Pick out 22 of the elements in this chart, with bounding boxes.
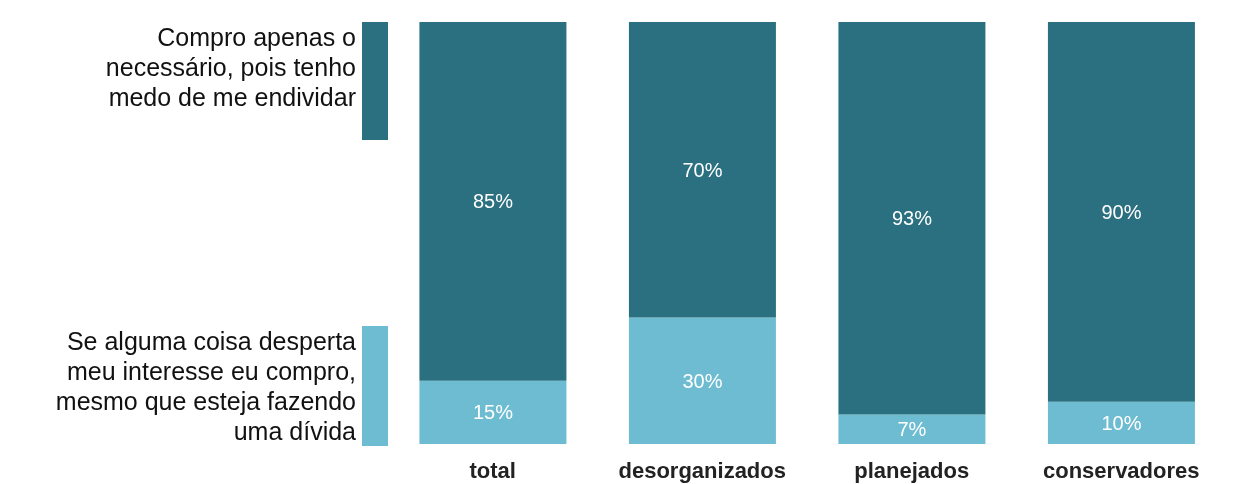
- bar: [1047, 401, 1195, 444]
- bar: [838, 22, 986, 415]
- data-label: 30%: [682, 369, 723, 392]
- x-tick-label: desorganizados: [618, 457, 786, 483]
- data-label: 93%: [891, 207, 933, 230]
- x-tick-label: total: [469, 457, 516, 483]
- bar: [628, 317, 776, 444]
- x-tick-label: planejados: [854, 457, 970, 483]
- data-label: 85%: [472, 190, 514, 213]
- data-label: 15%: [472, 401, 514, 424]
- data-label: 70%: [682, 158, 723, 181]
- data-label: 10%: [1101, 411, 1142, 434]
- text: Compro apenas o necessário, pois tenho medo de me endividar: [104, 22, 356, 113]
- x-tick-label: conservadores: [1042, 457, 1200, 483]
- bar: [419, 22, 567, 381]
- bar: [628, 22, 776, 318]
- data-label: 90%: [1101, 200, 1142, 223]
- bar: [838, 414, 986, 444]
- bar: [1047, 22, 1195, 402]
- data-label: 7%: [897, 418, 927, 441]
- bar: [419, 380, 567, 444]
- text: Se alguma coisa desperta meu interesse eu compro, mesmo que esteja fazendo uma dívida: [54, 326, 356, 446]
